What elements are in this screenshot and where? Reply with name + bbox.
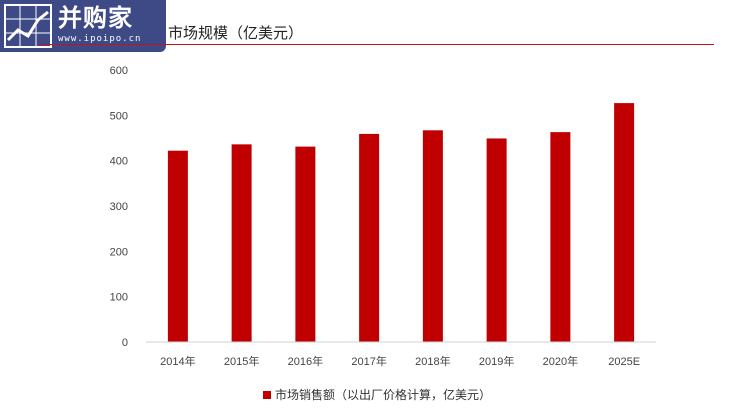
bar (614, 103, 635, 343)
chart-icon (4, 4, 52, 48)
logo-name: 并购家 (58, 4, 133, 32)
y-tick-label: 300 (110, 201, 128, 213)
y-tick-label: 0 (122, 337, 128, 349)
legend-swatch (263, 390, 271, 399)
bars (167, 103, 635, 343)
x-tick-label: 2017年 (351, 354, 386, 368)
y-tick-label: 200 (110, 246, 128, 258)
x-tick-label: 2015年 (224, 354, 259, 368)
bar (295, 146, 316, 342)
bar (422, 130, 443, 342)
bar (486, 138, 507, 342)
x-tick-label: 2014年 (160, 354, 195, 368)
x-tick-label: 2018年 (415, 354, 450, 368)
x-axis-ticks: 2014年 2015年 2016年 2017年 2018年 2019年 2020年 2025E (160, 354, 640, 368)
bar (167, 150, 188, 342)
x-tick-label: 2016年 (288, 354, 323, 368)
y-axis-ticks: 0 100 200 300 400 500 600 (110, 65, 128, 349)
logo: 并购家 www.ipoipo.cn (0, 0, 166, 52)
chart-title: 市场规模（亿美元） (168, 24, 304, 42)
y-tick-label: 500 (110, 110, 128, 122)
bar (359, 133, 380, 342)
title-rule (38, 44, 714, 45)
legend: 市场销售额（以出厂价格计算，亿美元） (263, 386, 491, 403)
y-tick-label: 400 (110, 156, 128, 168)
x-tick-label: 2025E (608, 356, 640, 368)
legend-label: 市场销售额（以出厂价格计算，亿美元） (275, 388, 492, 402)
x-tick-label: 2020年 (543, 354, 578, 368)
x-tick-label: 2019年 (479, 354, 514, 368)
logo-url: www.ipoipo.cn (58, 34, 142, 44)
bar (550, 132, 571, 342)
y-tick-label: 100 (110, 292, 128, 304)
bar (231, 144, 252, 342)
y-tick-label: 600 (110, 65, 128, 77)
